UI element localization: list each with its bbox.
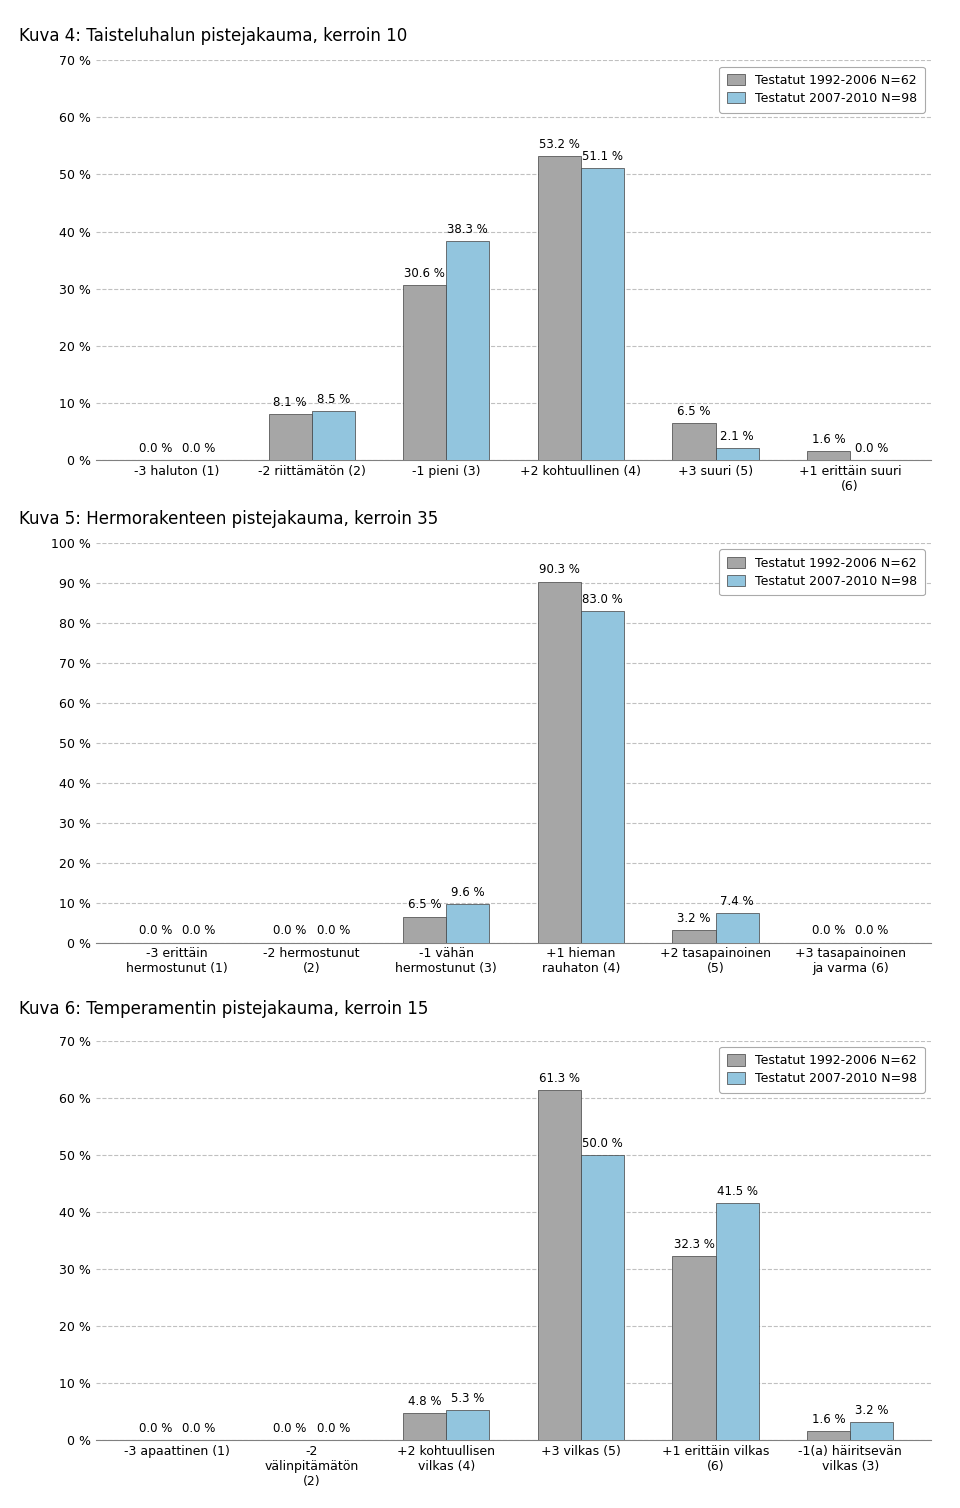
Bar [672, 930, 715, 942]
Bar [672, 1256, 715, 1440]
Text: 0.0 %: 0.0 % [317, 1422, 349, 1436]
Legend: Testatut 1992-2006 N=62, Testatut 2007-2010 N=98: Testatut 1992-2006 N=62, Testatut 2007-2… [719, 66, 924, 113]
Text: 3.2 %: 3.2 % [855, 1404, 888, 1416]
Bar [807, 1431, 851, 1440]
Legend: Testatut 1992-2006 N=62, Testatut 2007-2010 N=98: Testatut 1992-2006 N=62, Testatut 2007-2… [719, 1047, 924, 1093]
Text: 50.0 %: 50.0 % [582, 1137, 623, 1149]
Text: 61.3 %: 61.3 % [539, 1072, 580, 1084]
Text: 83.0 %: 83.0 % [582, 593, 623, 606]
Bar [715, 1203, 758, 1440]
Text: 30.6 %: 30.6 % [404, 267, 445, 280]
Text: 3.2 %: 3.2 % [677, 911, 710, 924]
Text: 0.0 %: 0.0 % [274, 1422, 307, 1436]
Bar [538, 582, 581, 942]
Text: 90.3 %: 90.3 % [539, 564, 580, 576]
Text: 8.5 %: 8.5 % [317, 394, 349, 406]
Bar [403, 285, 446, 460]
Bar [403, 1413, 446, 1440]
Legend: Testatut 1992-2006 N=62, Testatut 2007-2010 N=98: Testatut 1992-2006 N=62, Testatut 2007-2… [719, 549, 924, 596]
Text: 1.6 %: 1.6 % [812, 1413, 846, 1425]
Text: 0.0 %: 0.0 % [855, 442, 888, 455]
Bar [807, 451, 851, 460]
Text: 7.4 %: 7.4 % [720, 894, 754, 908]
Bar [715, 448, 758, 460]
Text: 5.3 %: 5.3 % [451, 1392, 485, 1404]
Text: 1.6 %: 1.6 % [812, 433, 846, 445]
Text: 0.0 %: 0.0 % [181, 1422, 215, 1436]
Bar [715, 912, 758, 942]
Bar [538, 157, 581, 460]
Bar [581, 169, 624, 460]
Text: Kuva 4: Taisteluhalun pistejakauma, kerroin 10: Kuva 4: Taisteluhalun pistejakauma, kerr… [19, 27, 407, 45]
Bar [446, 241, 490, 460]
Text: 9.6 %: 9.6 % [451, 885, 485, 899]
Text: 0.0 %: 0.0 % [139, 442, 172, 455]
Bar [312, 412, 355, 460]
Text: 41.5 %: 41.5 % [716, 1185, 757, 1197]
Bar [851, 1422, 893, 1440]
Text: 38.3 %: 38.3 % [447, 223, 489, 237]
Text: 0.0 %: 0.0 % [139, 1422, 172, 1436]
Text: 4.8 %: 4.8 % [408, 1395, 442, 1407]
Text: 0.0 %: 0.0 % [855, 924, 888, 938]
Text: Kuva 6: Temperamentin pistejakauma, kerroin 15: Kuva 6: Temperamentin pistejakauma, kerr… [19, 1000, 428, 1018]
Text: Kuva 5: Hermorakenteen pistejakauma, kerroin 35: Kuva 5: Hermorakenteen pistejakauma, ker… [19, 510, 439, 528]
Text: 0.0 %: 0.0 % [812, 924, 846, 938]
Bar [269, 413, 312, 460]
Bar [581, 611, 624, 942]
Text: 0.0 %: 0.0 % [274, 924, 307, 938]
Text: 0.0 %: 0.0 % [317, 924, 349, 938]
Text: 8.1 %: 8.1 % [274, 395, 307, 409]
Bar [672, 422, 715, 460]
Text: 51.1 %: 51.1 % [582, 149, 623, 163]
Text: 32.3 %: 32.3 % [674, 1238, 714, 1250]
Text: 6.5 %: 6.5 % [677, 404, 710, 418]
Bar [538, 1090, 581, 1440]
Bar [446, 905, 490, 942]
Bar [403, 917, 446, 942]
Text: 2.1 %: 2.1 % [720, 430, 754, 443]
Bar [446, 1410, 490, 1440]
Text: 0.0 %: 0.0 % [139, 924, 172, 938]
Text: 6.5 %: 6.5 % [408, 899, 442, 911]
Text: 0.0 %: 0.0 % [181, 442, 215, 455]
Text: 53.2 %: 53.2 % [539, 139, 580, 151]
Bar [581, 1155, 624, 1440]
Text: 0.0 %: 0.0 % [181, 924, 215, 938]
